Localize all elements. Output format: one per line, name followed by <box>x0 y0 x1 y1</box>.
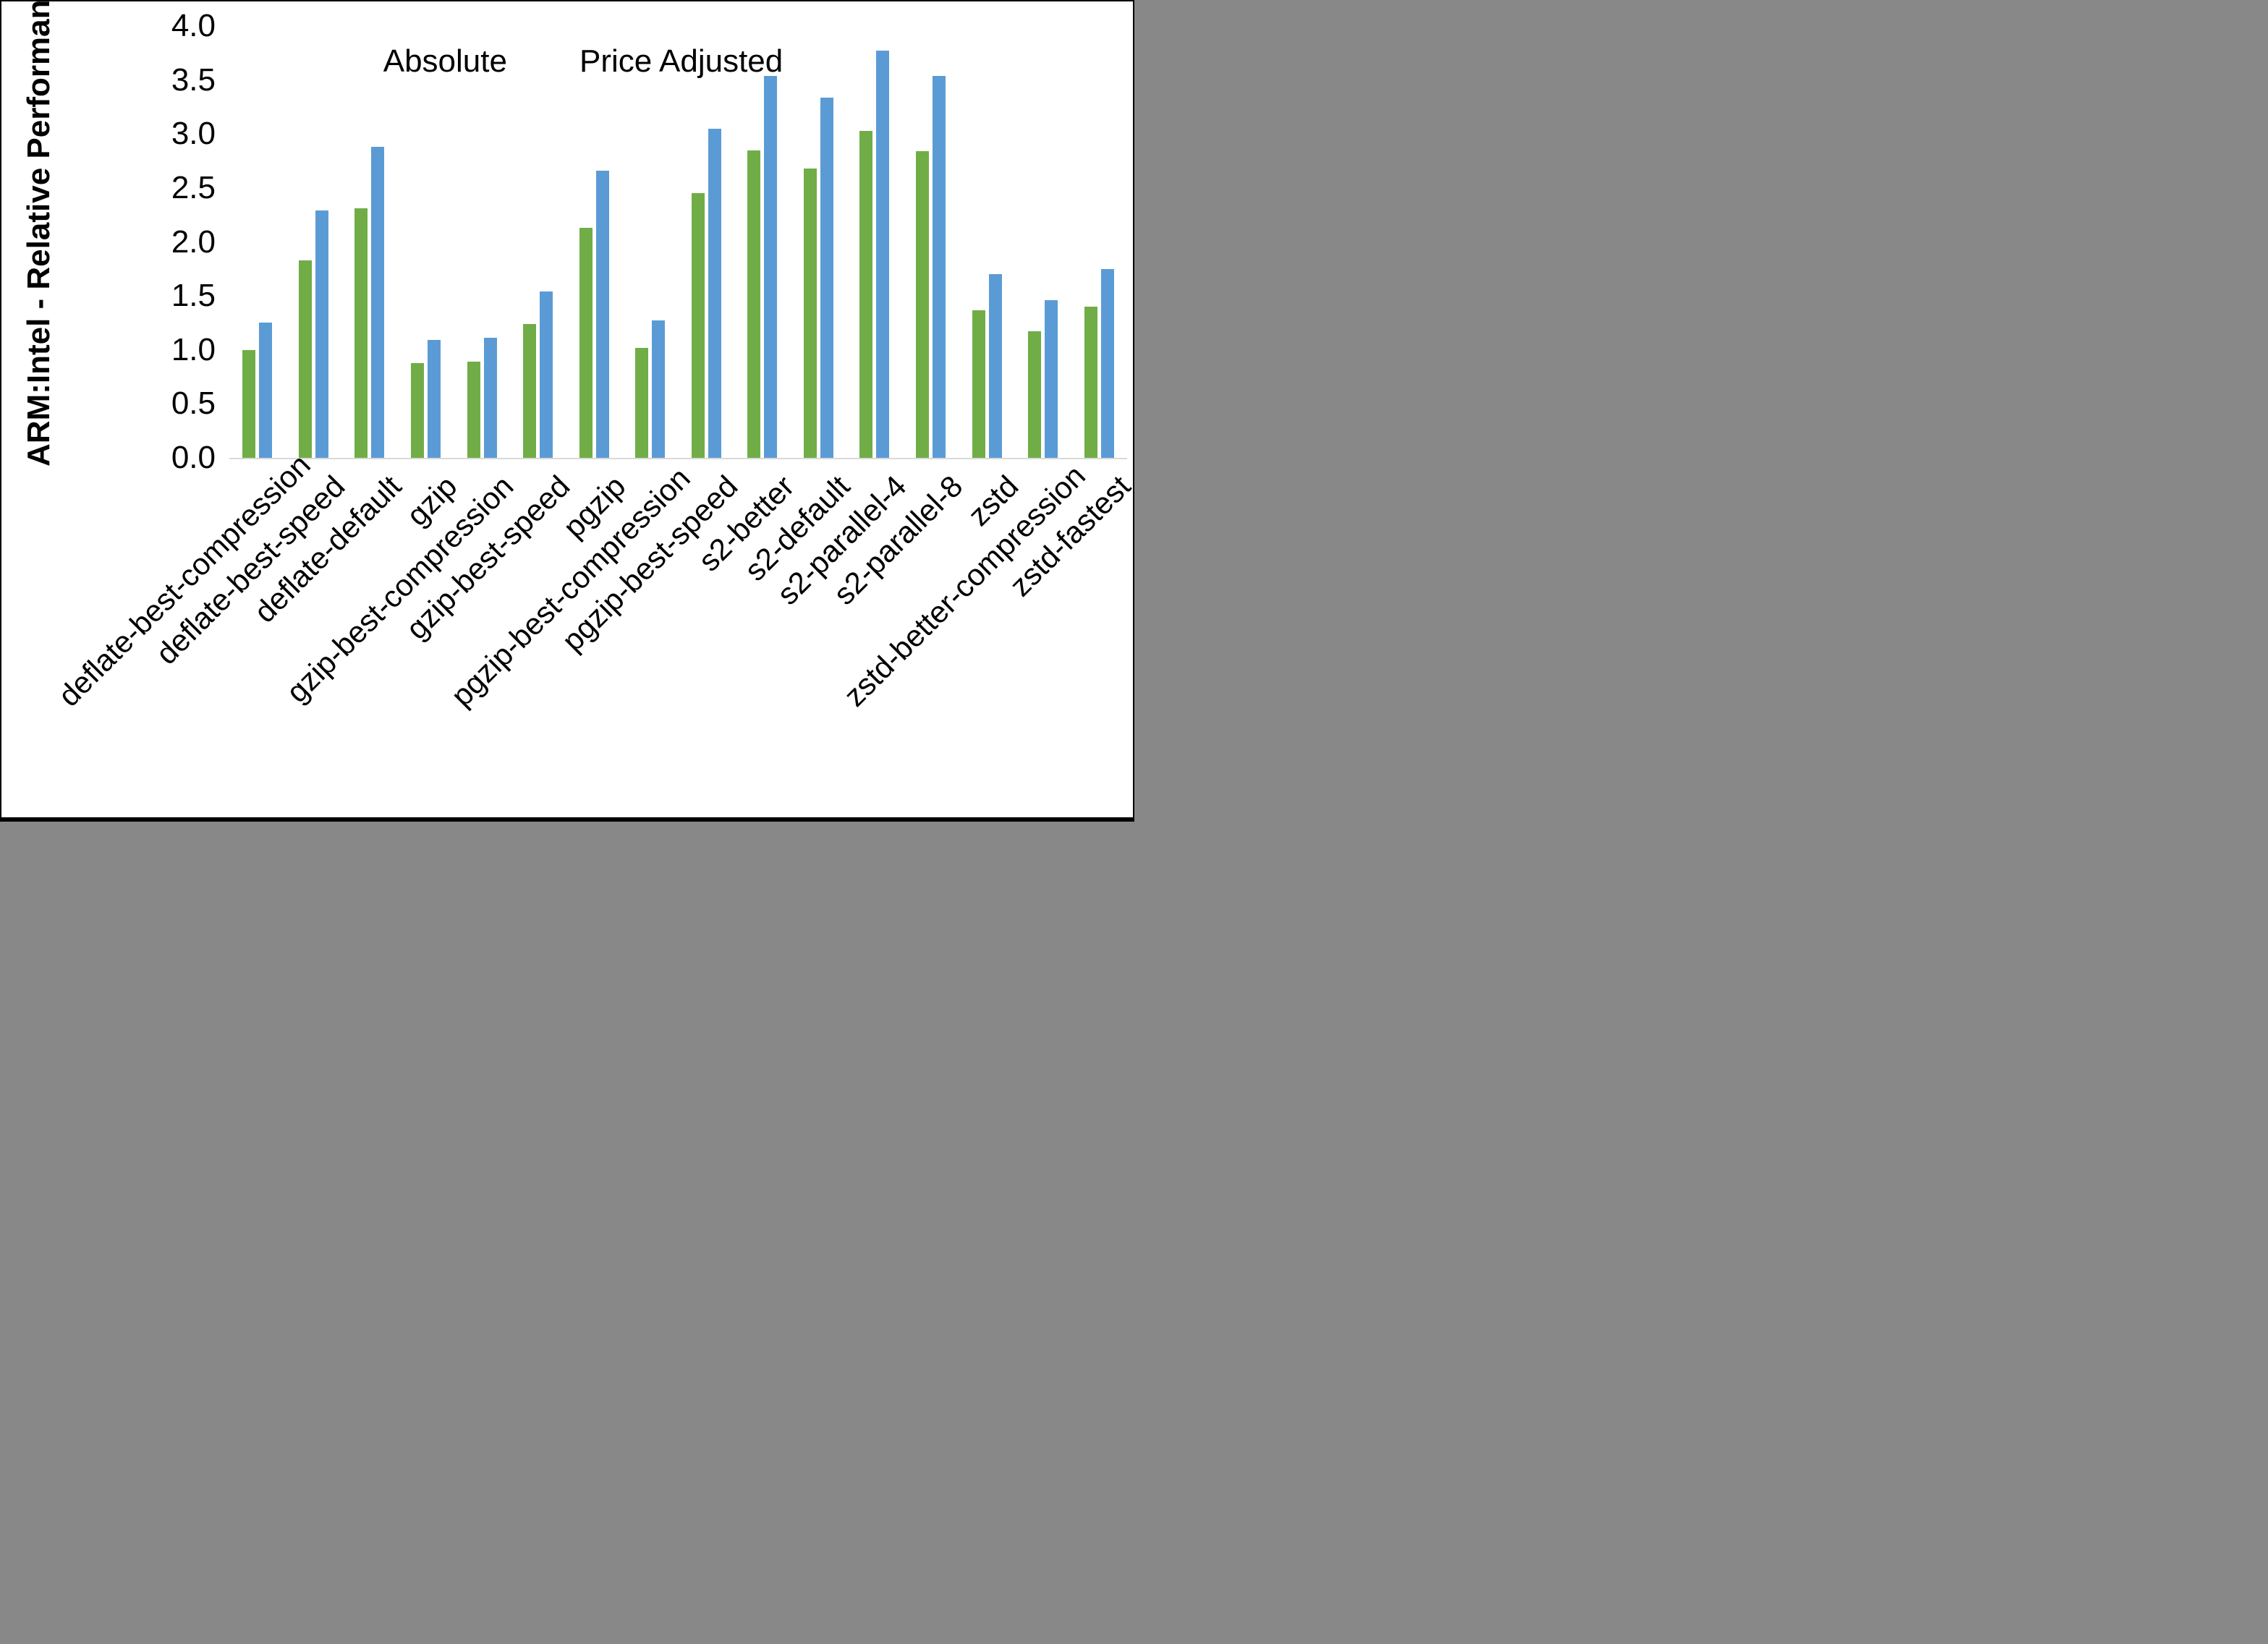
absolute-bar-deflate-best-compression <box>242 350 256 458</box>
bar-group-pgzip-best-compression <box>622 26 679 458</box>
bar-group-deflate-default <box>341 26 398 458</box>
price-adjusted-bar-pgzip <box>595 171 609 458</box>
bar-group-zstd <box>959 26 1015 458</box>
absolute-bar-s2-parallel-8 <box>916 151 930 458</box>
absolute-bar-s2-better <box>747 150 761 458</box>
price-adjusted-bar-s2-better <box>764 76 778 458</box>
plot-area <box>229 26 1127 459</box>
bar-group-gzip-best-compression <box>454 26 510 458</box>
bar-group-deflate-best-speed <box>286 26 342 458</box>
price-adjusted-bar-pgzip-best-speed <box>708 129 721 458</box>
y-tick-label: 0.0 <box>171 440 216 475</box>
price-adjusted-bar-pgzip-best-compression <box>652 320 666 458</box>
y-tick-label: 1.0 <box>171 331 216 367</box>
bar-group-zstd-better-compression <box>1015 26 1071 458</box>
price-adjusted-bar-gzip <box>427 340 441 458</box>
bar-group-s2-default <box>791 26 847 458</box>
absolute-bar-gzip <box>410 363 424 458</box>
legend: Absolute Price Adjusted <box>1 43 1133 80</box>
price-adjusted-bar-s2-parallel-8 <box>933 76 946 458</box>
bar-group-pgzip <box>566 26 622 458</box>
legend-item-absolute: Absolute <box>352 43 507 80</box>
bar-group-s2-parallel-8 <box>903 26 959 458</box>
y-tick-label: 2.0 <box>171 223 216 260</box>
price-adjusted-bar-deflate-default <box>371 147 385 458</box>
legend-item-price-adjusted: Price Adjusted <box>548 43 783 80</box>
absolute-bar-zstd-better-compression <box>1028 331 1042 458</box>
y-tick-label: 3.5 <box>171 61 216 98</box>
y-tick-label: 0.5 <box>171 386 216 422</box>
legend-label-absolute: Absolute <box>383 43 507 79</box>
bar-group-pgzip-best-speed <box>679 26 735 458</box>
price-adjusted-bar-zstd-better-compression <box>1045 300 1058 458</box>
absolute-bar-pgzip <box>579 228 593 458</box>
bar-group-s2-parallel-4 <box>846 26 903 458</box>
bar-group-s2-better <box>734 26 791 458</box>
price-adjusted-bar-zstd-fastest <box>1100 269 1114 458</box>
y-tick-label: 4.0 <box>171 8 216 43</box>
price-adjusted-bar-deflate-best-speed <box>315 210 328 458</box>
price-adjusted-bar-gzip-best-compression <box>483 338 497 458</box>
absolute-bar-gzip-best-speed <box>523 324 537 458</box>
absolute-bar-pgzip-best-speed <box>691 193 705 458</box>
chart-screenshot: ARM:Intel - Relative Performance Absolut… <box>0 0 1134 822</box>
absolute-bar-gzip-best-compression <box>467 362 480 458</box>
absolute-bar-zstd-fastest <box>1084 307 1097 458</box>
price-adjusted-bar-s2-default <box>820 98 833 458</box>
y-axis-title: ARM:Intel - Relative Performance <box>21 0 56 467</box>
absolute-bar-deflate-default <box>354 208 368 458</box>
y-tick-label: 2.5 <box>171 169 216 205</box>
y-tick-label: 3.0 <box>171 116 216 152</box>
absolute-bar-pgzip-best-compression <box>635 348 649 458</box>
absolute-bar-zstd <box>972 310 985 458</box>
price-adjusted-bar-deflate-best-compression <box>259 323 273 458</box>
x-axis-line <box>229 458 1127 459</box>
bar-group-deflate-best-compression <box>229 26 286 458</box>
absolute-bar-deflate-best-speed <box>298 260 312 458</box>
legend-label-price-adjusted: Price Adjusted <box>579 43 783 79</box>
absolute-bar-s2-default <box>803 169 817 458</box>
absolute-bar-s2-parallel-4 <box>859 131 873 458</box>
bar-groups <box>229 26 1127 458</box>
bar-group-gzip <box>398 26 454 458</box>
price-adjusted-bar-zstd <box>988 274 1002 458</box>
bar-group-zstd-fastest <box>1071 26 1127 458</box>
y-tick-label: 1.5 <box>171 278 216 314</box>
bar-group-gzip-best-speed <box>510 26 566 458</box>
price-adjusted-bar-s2-parallel-4 <box>876 51 890 458</box>
price-adjusted-bar-gzip-best-speed <box>540 291 553 458</box>
